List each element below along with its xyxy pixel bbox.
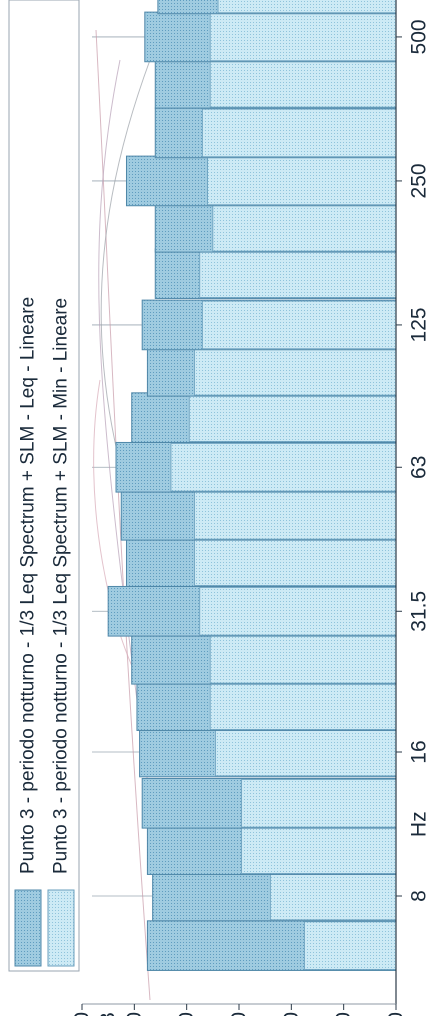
bar-min-315	[201, 108, 397, 158]
bar-min-250	[207, 156, 397, 206]
bar-min-125	[201, 300, 397, 350]
legend-box	[8, 0, 80, 972]
bar-min-50	[194, 491, 397, 540]
bar-min-20	[209, 681, 397, 730]
value-axis-unit: dB	[97, 1012, 120, 1016]
freq-tick-label: 16	[408, 740, 431, 763]
legend-label-min: Punto 3 - periodo notturno - 1/3 Leq Spe…	[51, 298, 72, 874]
legend-label-leq: Punto 3 - periodo notturno - 1/3 Leq Spe…	[18, 297, 39, 874]
bar-min-12.5	[241, 779, 397, 828]
bar-min-25	[209, 635, 397, 684]
freq-tick-label: 250	[408, 163, 431, 198]
freq-tick-label: 8	[408, 890, 431, 902]
freq-tick-label: 63	[408, 456, 431, 479]
freq-tick-label: 500	[408, 19, 431, 54]
bar-min-6.3	[304, 921, 397, 970]
value-tick-label: 30	[228, 1012, 251, 1016]
bar-min-400	[209, 59, 397, 108]
bar-min-500	[209, 12, 397, 62]
bar-min-40	[194, 537, 397, 586]
legend-swatch-leq	[14, 889, 42, 967]
bar-min-16	[215, 727, 397, 777]
bar-min-200	[212, 203, 397, 252]
freq-tick-label: 125	[408, 307, 431, 342]
value-tick-label: 60	[71, 1012, 94, 1016]
freq-tick-label: 31.5	[408, 591, 431, 632]
value-tick-label: 20	[280, 1012, 303, 1016]
legend-swatch-min	[47, 889, 75, 967]
value-tick-label: 10	[332, 1012, 355, 1016]
bar-min-80	[188, 393, 397, 442]
axes: 0102030405060dB81631.5631252505001KHz	[71, 0, 431, 1016]
bar-min-630	[217, 0, 397, 14]
bar-min-8	[269, 871, 397, 921]
bar-min-100	[194, 347, 397, 396]
reference-curve-1	[98, 59, 151, 801]
value-tick-label: 0	[385, 1012, 408, 1016]
bar-min-10	[241, 825, 397, 874]
legend: Punto 3 - periodo notturno - 1/3 Leq Spe…	[8, 0, 80, 972]
bar-min-160	[199, 249, 397, 298]
bar-min-63	[170, 443, 397, 492]
bar-min-31.5	[199, 587, 397, 636]
freq-axis-unit: Hz	[408, 811, 431, 837]
value-tick-label: 50	[123, 1012, 146, 1016]
bars	[107, 0, 397, 971]
value-tick-label: 40	[175, 1012, 198, 1016]
